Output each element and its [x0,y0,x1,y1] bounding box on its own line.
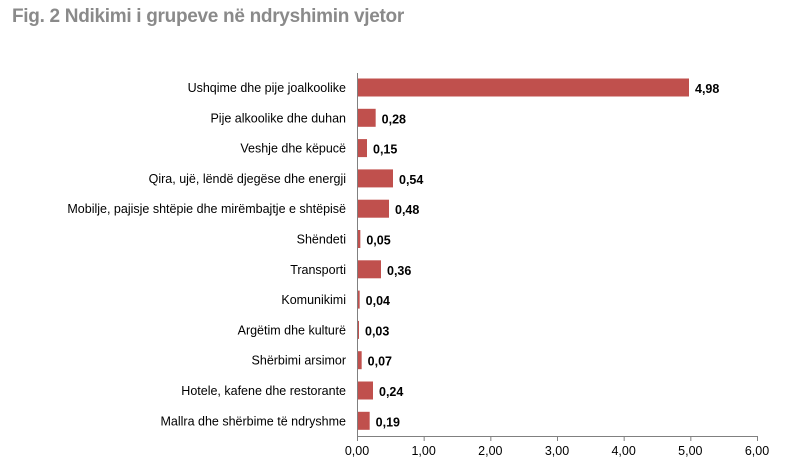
x-tick-label: 1,00 [411,444,435,458]
data-label: 0,36 [387,264,411,278]
category-label: Ushqime dhe pije joalkoolike [188,81,346,95]
category-label: Qira, ujë, lëndë djegëse dhe energji [149,172,346,186]
data-label: 0,07 [368,355,392,369]
data-label: 0,54 [399,173,423,187]
x-tick-label: 2,00 [478,444,502,458]
data-label: 0,48 [395,203,419,217]
category-label: Argëtim dhe kulturë [238,323,346,337]
bar [357,351,362,370]
data-label: 0,05 [366,234,390,248]
bar [357,199,389,218]
data-label: 0,28 [382,112,406,126]
x-tick-label: 3,00 [545,444,569,458]
data-label: 0,24 [379,385,403,399]
category-label: Shërbimi arsimor [252,354,346,368]
bar [357,411,370,430]
category-label: Mobilje, pajisje shtëpie dhe mirëmbajtje… [67,202,346,216]
x-tick-label: 4,00 [611,444,635,458]
category-label: Shëndeti [297,233,346,247]
data-label: 0,15 [373,143,397,157]
bar [357,139,367,158]
data-label: 0,03 [365,324,389,338]
bar [357,290,360,309]
bar [357,230,361,248]
category-label: Komunikimi [281,293,346,307]
bar [357,108,376,127]
data-label: 4,98 [695,82,719,96]
bar [357,260,381,279]
chart-title: Fig. 2 Ndikimi i grupeve në ndryshimin v… [12,6,404,27]
category-label: Pije alkoolike dhe duhan [210,111,346,125]
category-label: Mallra dhe shërbime të ndryshme [161,414,347,428]
category-label: Veshje dhe këpucë [240,142,346,156]
x-tick-label: 6,00 [745,444,769,458]
category-label: Hotele, kafene dhe restorante [181,384,346,398]
bar [357,169,393,188]
bar [357,78,689,97]
x-tick-label: 0,00 [345,444,369,458]
x-tick-label: 5,00 [678,444,702,458]
category-label: Transporti [290,263,346,277]
data-label: 0,19 [376,415,400,429]
data-label: 0,04 [366,294,390,308]
bar [357,381,373,400]
